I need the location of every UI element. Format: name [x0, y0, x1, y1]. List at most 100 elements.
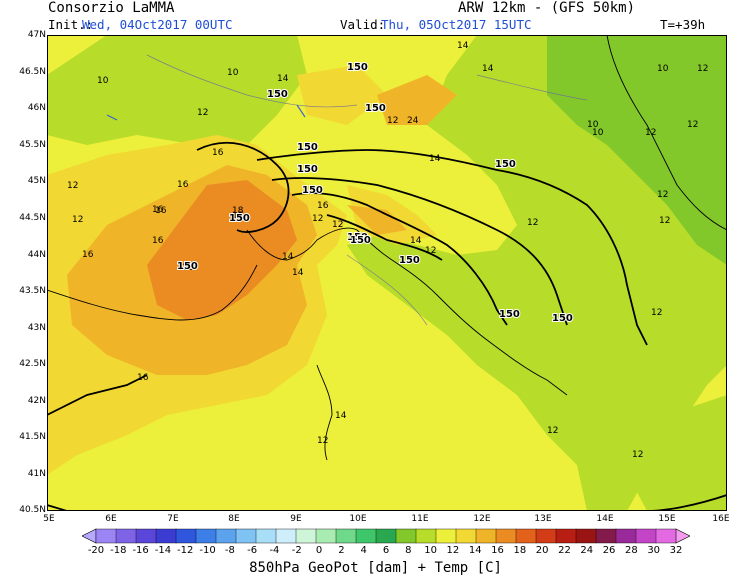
- colorbar-label: 26: [602, 545, 616, 556]
- temperature-label: 16: [317, 201, 329, 211]
- colorbar-swatch: [375, 528, 397, 544]
- geopotential-label: 150: [499, 309, 520, 320]
- temperature-label: 12: [387, 116, 398, 126]
- valid-label: Valid:: [340, 17, 386, 32]
- colorbar-swatch: [295, 528, 317, 544]
- lat-label: 43N: [27, 323, 46, 333]
- colorbar-label: -8: [224, 545, 235, 556]
- lat-label: 42.5N: [19, 359, 46, 369]
- geopotential-label: 150: [177, 261, 198, 272]
- colorbar-label: 18: [513, 545, 527, 556]
- colorbar-arrow-left: [82, 528, 97, 544]
- colorbar-swatch: [595, 528, 617, 544]
- temp-band-18: [377, 75, 457, 125]
- map-frame: [47, 35, 727, 511]
- geopotential-contour: [326, 214, 443, 261]
- lon-label: 15E: [658, 514, 676, 524]
- temperature-label: 10: [97, 76, 109, 86]
- colorbar-label: -16: [132, 545, 149, 556]
- geopotential-contour: [256, 149, 648, 346]
- colorbar-swatch: [435, 528, 457, 544]
- colorbar-label: -6: [247, 545, 258, 556]
- temp-band-12: [607, 395, 727, 511]
- temperature-label: 14: [277, 74, 289, 84]
- geopotential-label: 150: [297, 142, 318, 153]
- temperature-label: 12: [657, 190, 668, 200]
- temperature-label: 16: [182, 263, 194, 273]
- lat-label: 45N: [27, 176, 46, 186]
- colorbar-label: 20: [535, 545, 549, 556]
- colorbar-label: -4: [269, 545, 280, 556]
- temp-band-16: [297, 65, 387, 125]
- lon-label: 9E: [290, 514, 302, 524]
- temperature-label: 16: [212, 148, 224, 158]
- temperature-label: 12: [197, 108, 208, 118]
- temperature-label: 10: [657, 64, 669, 74]
- geopotential-label: 150: [267, 89, 288, 100]
- lon-label: 8E: [228, 514, 240, 524]
- colorbar-label: -10: [199, 545, 216, 556]
- colorbar-swatch: [535, 528, 557, 544]
- colorbar-swatch: [335, 528, 357, 544]
- temperature-label: 14: [292, 268, 304, 278]
- temperature-label: 12: [697, 64, 708, 74]
- colorbar-swatch: [195, 528, 217, 544]
- temperature-label: 12: [547, 426, 558, 436]
- temperature-label: 14: [410, 236, 422, 246]
- lon-label: 12E: [473, 514, 491, 524]
- lead-time: T=+39h: [660, 17, 706, 32]
- lon-label: 5E: [43, 514, 55, 524]
- lat-label: 44N: [27, 250, 46, 260]
- border-line: [146, 54, 358, 108]
- temperature-label: 18: [232, 211, 244, 221]
- colorbar-label: 14: [468, 545, 482, 556]
- coastline: [47, 264, 258, 321]
- colorbar-swatch: [355, 528, 377, 544]
- colorbar: [82, 528, 690, 544]
- temperature-label: 12: [425, 246, 436, 256]
- temperature-label: 12: [527, 218, 538, 228]
- colorbar-swatch: [515, 528, 537, 544]
- colorbar-label: 30: [647, 545, 661, 556]
- init-value: Wed, 04Oct2017 00UTC: [82, 17, 233, 32]
- temperature-label: 12: [651, 308, 662, 318]
- temperature-label: 12: [687, 120, 698, 130]
- temperature-label: 10: [227, 68, 239, 78]
- geopotential-label: 150: [302, 185, 323, 196]
- temperature-label: 12: [317, 436, 328, 446]
- colorbar-label: 24: [580, 545, 594, 556]
- lon-label: 14E: [596, 514, 614, 524]
- colorbar-label: -20: [87, 545, 105, 556]
- geopotential-label: 150: [347, 232, 368, 243]
- temperature-label: 16: [152, 205, 164, 215]
- temperature-label: 14: [457, 41, 469, 51]
- temp-band-10: [547, 35, 727, 265]
- temperature-label: 24: [407, 116, 419, 126]
- geopotential-contour: [291, 192, 508, 326]
- temperature-label: 16: [137, 373, 149, 383]
- border-line: [346, 254, 428, 326]
- colorbar-label: 10: [424, 545, 437, 556]
- temperature-label: 16: [177, 180, 189, 190]
- lat-label: 41N: [27, 469, 46, 479]
- colorbar-label: 6: [382, 545, 390, 556]
- temperature-label: 12: [312, 214, 323, 224]
- geopotential-label: 150: [347, 62, 368, 73]
- model-title: ARW 12km - (GFS 50km): [458, 0, 636, 16]
- colorbar-label: 0: [315, 545, 323, 556]
- colorbar-swatch: [615, 528, 637, 544]
- lake: [296, 104, 306, 118]
- temperature-label: 12: [645, 128, 656, 138]
- lat-label: 45.5N: [19, 140, 46, 150]
- colorbar-swatch: [495, 528, 517, 544]
- coastline: [316, 364, 333, 461]
- colorbar-swatch: [315, 528, 337, 544]
- valid-value: Thu, 05Oct2017 15UTC: [381, 17, 532, 32]
- colorbar-swatch: [655, 528, 677, 544]
- colorbar-swatch: [95, 528, 117, 544]
- geopotential-label: 150: [365, 103, 386, 114]
- temperature-label: 18: [232, 206, 244, 216]
- colorbar-swatch: [115, 528, 137, 544]
- geopotential-contour: [196, 141, 290, 233]
- geopotential-contour: [47, 374, 148, 416]
